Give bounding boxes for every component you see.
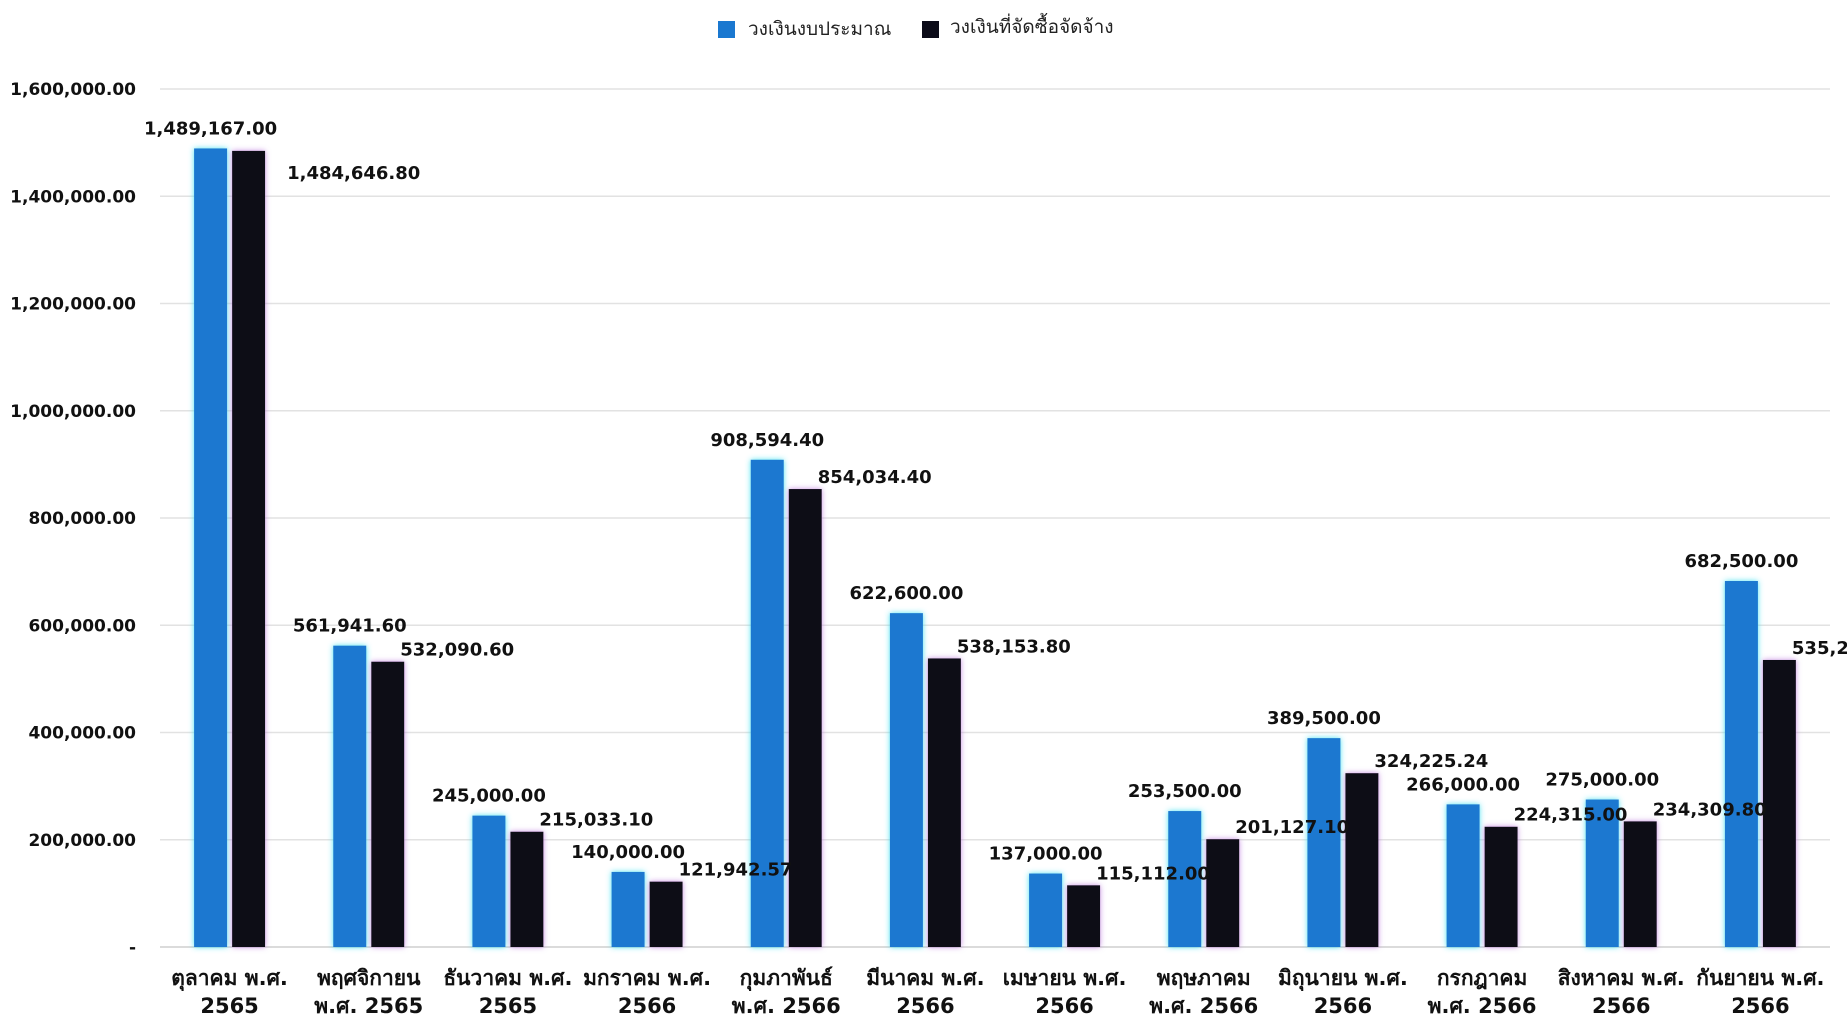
bar-procurement [649, 881, 683, 947]
x-tick-label: มกราคม พ.ศ. [583, 966, 711, 990]
legend-label-procurement: วงเงินที่จัดซื้อจัดจ้าง [950, 13, 1114, 38]
y-tick-label: 1,200,000.00 [10, 295, 136, 315]
bar-budget [472, 815, 506, 947]
data-labels: 1,489,167.00 1,484,646.80 561,941.60 532,09… [144, 118, 1847, 884]
bar-procurement [232, 150, 266, 947]
x-tick-label: มีนาคม พ.ศ. [866, 966, 984, 990]
x-tick-label: เมษายน พ.ศ. [1003, 966, 1127, 990]
data-label-budget: 561,941.60 [293, 616, 407, 637]
data-label-procurement: 121,942.57 [679, 860, 793, 881]
bar-procurement [371, 661, 405, 947]
bar-budget [1724, 581, 1758, 947]
x-tick-label: พ.ศ. 2565 [314, 994, 423, 1018]
data-label-procurement: 1,484,646.80 [287, 163, 420, 184]
data-label-budget: 140,000.00 [571, 842, 685, 863]
bar-budget [750, 459, 784, 947]
x-tick-label: พฤษภาคม [1157, 966, 1251, 990]
data-label-procurement: 535,277.70 [1792, 638, 1847, 659]
bars [194, 148, 1796, 947]
data-label-procurement: 215,033.10 [539, 810, 653, 831]
data-label-procurement: 532,090.60 [400, 640, 514, 661]
x-tick-label: พ.ศ. 2566 [1149, 994, 1258, 1018]
x-tick-label: ธันวาคม พ.ศ. [443, 966, 572, 990]
y-tick-label: 200,000.00 [28, 831, 136, 851]
data-label-budget: 266,000.00 [1406, 774, 1520, 795]
bar-budget [1029, 873, 1063, 947]
data-label-budget: 622,600.00 [849, 583, 963, 604]
x-tick-label: 2565 [200, 994, 258, 1018]
x-tick-label: 2565 [479, 994, 537, 1018]
bar-procurement [1762, 659, 1796, 947]
x-tick-label: 2566 [618, 994, 676, 1018]
y-tick-label: 600,000.00 [28, 616, 136, 636]
x-tick-label: 2566 [896, 994, 954, 1018]
x-tick-label: พ.ศ. 2566 [1428, 994, 1537, 1018]
x-tick-label: พ.ศ. 2566 [732, 994, 841, 1018]
data-label-budget: 275,000.00 [1545, 770, 1659, 791]
data-label-procurement: 224,315.00 [1514, 805, 1628, 826]
x-tick-label: 2566 [1592, 994, 1650, 1018]
bar-procurement [1206, 839, 1240, 947]
x-tick-label: พฤศจิกายน [317, 966, 421, 990]
bar-budget [1446, 804, 1480, 947]
bar-budget [1307, 738, 1341, 947]
data-label-procurement: 538,153.80 [957, 636, 1071, 657]
y-tick-label: 400,000.00 [28, 724, 136, 744]
bar-procurement [788, 489, 822, 947]
x-tick-label: กุมภาพันธ์ [740, 966, 833, 992]
legend-swatch-budget [718, 21, 735, 38]
x-tick-label: มิถุนายน พ.ศ. [1278, 966, 1408, 992]
legend: วงเงินงบประมาณ วงเงินที่จัดซื้อจัดจ้าง [718, 13, 1114, 40]
data-label-budget: 253,500.00 [1128, 781, 1242, 802]
bar-procurement [510, 831, 544, 947]
data-label-procurement: 324,225.24 [1374, 751, 1488, 772]
y-tick-label: 1,000,000.00 [10, 402, 136, 422]
bar-budget [333, 645, 367, 947]
y-axis: - 200,000.00 400,000.00 600,000.00 800,000.0… [10, 80, 136, 958]
x-tick-label: สิงหาคม พ.ศ. [1558, 966, 1685, 990]
x-tick-label: 2566 [1314, 994, 1372, 1018]
bar-procurement [1484, 826, 1518, 947]
data-label-procurement: 201,127.10 [1235, 817, 1349, 838]
data-label-budget: 389,500.00 [1267, 708, 1381, 729]
legend-label-budget: วงเงินงบประมาณ [748, 18, 891, 40]
x-tick-label: 2566 [1731, 994, 1789, 1018]
data-label-procurement: 234,309.80 [1653, 799, 1767, 820]
bar-procurement [927, 658, 961, 947]
data-label-procurement: 115,112.00 [1096, 863, 1210, 884]
data-label-budget: 908,594.40 [710, 430, 824, 451]
legend-swatch-procurement [922, 21, 939, 38]
bar-budget [611, 871, 645, 947]
y-tick-label: 1,600,000.00 [10, 80, 136, 100]
bar-budget [1168, 811, 1202, 947]
data-label-budget: 1,489,167.00 [144, 118, 277, 139]
data-label-budget: 682,500.00 [1684, 551, 1798, 572]
bar-budget [194, 148, 228, 947]
y-tick-label: 1,400,000.00 [10, 187, 136, 207]
y-tick-label: - [129, 938, 136, 958]
x-tick-label: ตุลาคม พ.ศ. [171, 966, 288, 992]
x-tick-label: กรกฎาคม [1437, 966, 1528, 990]
data-label-procurement: 854,034.40 [818, 467, 932, 488]
bar-procurement [1345, 773, 1379, 947]
bar-budget [1585, 799, 1619, 947]
bar-procurement [1623, 821, 1657, 947]
y-tick-label: 800,000.00 [28, 509, 136, 529]
bar-budget [889, 613, 923, 947]
data-label-budget: 245,000.00 [432, 786, 546, 807]
gridlines [160, 88, 1830, 948]
bar-procurement [1067, 885, 1101, 947]
data-label-budget: 137,000.00 [989, 844, 1103, 865]
x-tick-label: กันยายน พ.ศ. [1696, 966, 1824, 990]
x-tick-label: 2566 [1035, 994, 1093, 1018]
